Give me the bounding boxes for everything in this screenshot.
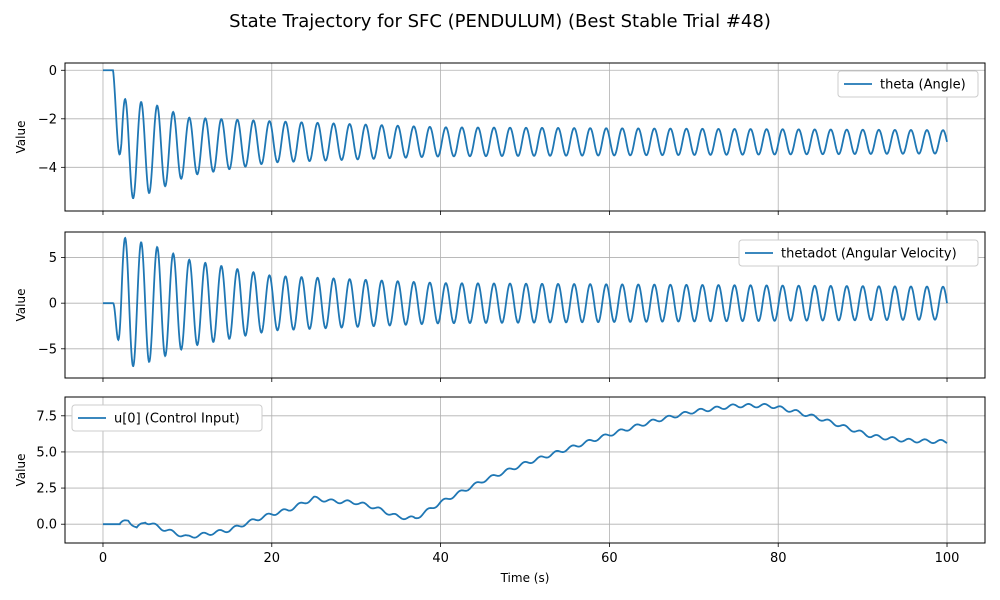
- x-tick-label: 20: [264, 551, 281, 566]
- thetadot-legend: thetadot (Angular Velocity): [738, 239, 979, 267]
- theta-ticks: 0 −2 −4: [38, 64, 948, 215]
- thetadot-panel: 5 0 −5 Value thetadot (Angular Velocity): [14, 231, 986, 382]
- theta-y-tick-label: 0: [49, 64, 57, 79]
- control-panel: 0 20 40 60 80 100 7.5 5.0 2.5 0.0 Value u[0] (Con…: [14, 396, 986, 566]
- control-ticks: 0 20 40 60 80 100 7.5 5.0 2.5 0.0: [36, 409, 959, 566]
- control-legend-label: u[0] (Control Input): [114, 412, 240, 427]
- theta-axes-frame: [64, 62, 986, 212]
- x-axis-label: Time (s): [500, 571, 550, 585]
- theta-legend: theta (Angle): [837, 70, 979, 98]
- thetadot-legend-box: [738, 239, 979, 267]
- thetadot-y-tick-label: −5: [38, 342, 57, 357]
- theta-ylabel: Value: [14, 121, 28, 154]
- x-tick-label: 60: [601, 551, 618, 566]
- thetadot-y-tick-label: 5: [49, 251, 57, 266]
- thetadot-legend-label: thetadot (Angular Velocity): [781, 247, 957, 262]
- theta-y-tick-label: −4: [38, 161, 57, 176]
- control-y-tick-label: 5.0: [36, 445, 57, 460]
- theta-legend-box: [837, 70, 979, 98]
- thetadot-axes-frame: [64, 231, 986, 379]
- control-legend: u[0] (Control Input): [71, 404, 263, 432]
- figure-title: State Trajectory for SFC (PENDULUM) (Bes…: [229, 11, 771, 32]
- control-y-tick-label: 2.5: [36, 482, 57, 497]
- x-tick-label: 80: [770, 551, 787, 566]
- x-tick-label: 40: [432, 551, 449, 566]
- thetadot-ticks: 5 0 −5: [38, 251, 948, 382]
- theta-panel: 0 −2 −4 Value theta (Angle): [14, 62, 986, 215]
- theta-legend-label: theta (Angle): [880, 78, 966, 93]
- x-tick-label: 100: [935, 551, 960, 566]
- thetadot-y-tick-label: 0: [49, 297, 57, 312]
- control-axes-frame: [64, 396, 986, 544]
- control-y-tick-label: 7.5: [36, 409, 57, 424]
- control-series-line: [102, 403, 948, 539]
- control-legend-box: [71, 404, 263, 432]
- thetadot-ylabel: Value: [14, 289, 28, 322]
- control-ylabel: Value: [14, 454, 28, 487]
- theta-series-line: [102, 69, 948, 200]
- thetadot-series-line: [102, 236, 948, 368]
- theta-y-tick-label: −2: [38, 112, 57, 127]
- control-y-tick-label: 0.0: [36, 518, 57, 533]
- x-tick-label: 0: [99, 551, 107, 566]
